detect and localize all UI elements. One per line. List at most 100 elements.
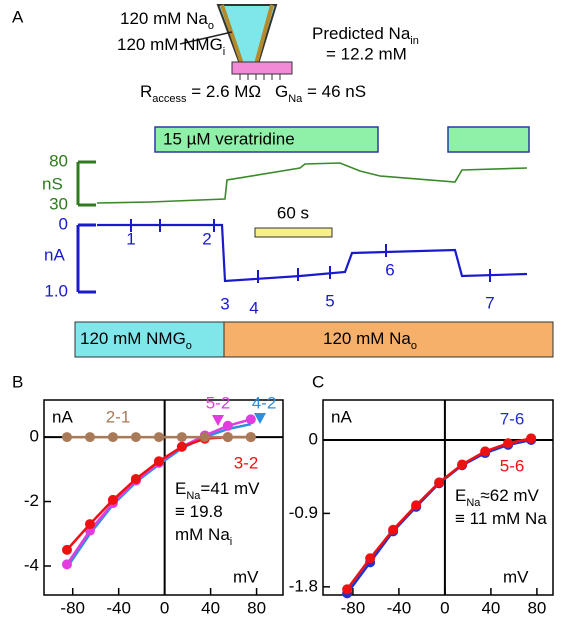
scale-label: 30 [49,194,68,213]
data-point [130,432,141,443]
y-tick-label: -1.8 [289,576,318,595]
data-point [153,432,164,443]
data-point [130,473,141,484]
x-tick-label: 80 [247,598,266,617]
pipette-wall [220,4,274,65]
point-label: 6 [385,260,394,279]
access-label: Raccess = 2.6 MΩ [140,82,261,104]
data-point [61,432,72,443]
x-tick-label: 0 [160,598,169,617]
data-point [107,494,118,505]
text-run: 120 mM NMG [117,35,223,54]
x-tick-label: -80 [60,598,85,617]
series-label: 2-1 [106,407,131,426]
text-run: Predicted Na [312,24,411,43]
text-run: 120 mM Na [323,329,411,348]
trace-marks [130,219,491,283]
pipette-label: 120 mM NMGi [117,35,225,57]
text-run: = 46 nS [302,82,366,101]
data-point [365,553,376,564]
gna-label: GNa = 46 nS [275,82,366,104]
text-run: 120 mM Na [120,9,208,28]
x-tick-label: -40 [106,598,131,617]
subscript: Na [466,497,481,509]
y-tick-label: 0 [30,427,39,446]
text-run: 120 mM NMG [80,329,186,348]
subscript: Na [288,93,303,105]
current-trace [97,223,528,283]
point-label: 2 [202,229,211,248]
data-point [61,544,72,555]
predicted-value: = 12.2 mM [326,44,407,63]
y-tick-label: -0.9 [289,503,318,522]
unit-label: nA [44,245,65,264]
x-tick-label: 40 [201,598,220,617]
series-label: 5-6 [500,456,525,475]
data-point [199,432,210,443]
subscript: Na [186,490,201,502]
data-point [245,432,256,443]
data-point [84,432,95,443]
text-run: ≡ 19.8 [175,502,223,521]
subscript: o [411,340,417,352]
solution-label: 120 mM NMGo [80,329,192,351]
text-run: = 2.6 MΩ [187,82,262,101]
data-point [61,559,72,570]
scale-label: 0 [59,214,68,233]
x-tick-label: 0 [440,598,449,617]
scale-label: 1.0 [44,281,68,300]
cell-ticks [239,74,281,80]
drug-label: 15 µM veratridine [163,129,295,148]
time-scale-label: 60 s [277,203,309,222]
data-point [107,432,118,443]
point-label: 5 [325,291,334,310]
y-tick-label: -2 [24,491,39,510]
arrowhead [212,415,224,426]
solution-bar [74,321,225,358]
subscript: i [223,46,225,58]
series-label: 5-2 [206,393,231,412]
data-point [526,433,537,444]
data-point [434,477,445,488]
y-axis-label: nA [331,407,352,426]
data-point [176,432,187,443]
point-label: 3 [220,294,229,313]
conductance-trace [96,162,528,204]
data-point [342,584,353,595]
data-point [411,500,422,511]
series-label: 7-6 [500,409,525,428]
text-run: ≡ 11 mM Na [455,509,547,528]
solution-bar [223,321,554,358]
series-label: 4-2 [252,393,277,412]
pointer [179,31,233,45]
x-tick-label: -40 [387,598,412,617]
drug-bar [447,126,530,153]
cell [231,61,293,75]
predicted-label: Predicted Nain [312,24,419,46]
text-run: E [175,479,186,498]
subscript: o [208,20,214,32]
data-point [388,524,399,535]
text-run: E [455,486,466,505]
y-tick-label: -4 [24,555,39,574]
subscript: o [186,340,192,352]
text-run: R [140,82,152,101]
data-point [480,446,491,457]
text-run: ≈62 mV [480,486,539,505]
scale-label: 80 [49,151,68,170]
data-point [84,519,95,530]
x-axis-label: mV [503,567,529,586]
annotation: ENa=41 mV [175,479,260,501]
x-tick-label: 40 [481,598,500,617]
annotation: ENa≈62 mV [455,486,540,508]
subscript: access [152,93,187,105]
panel-label: C [312,372,324,391]
data-point [153,456,164,467]
text-run: =41 mV [200,479,260,498]
data-point [222,432,233,443]
drug-bar [154,126,379,153]
y-tick-label: 0 [309,429,318,448]
text-run: G [275,82,288,101]
